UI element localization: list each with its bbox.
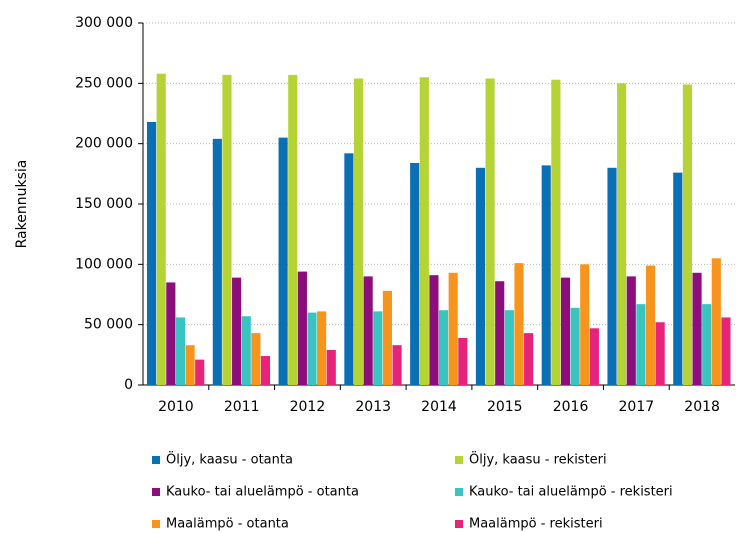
x-tick-label: 2012	[290, 399, 326, 415]
bar	[363, 276, 373, 385]
y-axis-label: Rakennuksia	[14, 160, 30, 249]
bar	[222, 74, 232, 386]
bar	[260, 356, 271, 385]
bar	[241, 316, 251, 385]
bar	[607, 167, 617, 385]
x-tick-label: 2014	[421, 399, 457, 415]
bar	[251, 333, 261, 385]
legend-swatch	[455, 520, 463, 528]
bar	[166, 282, 176, 385]
x-tick-label: 2016	[553, 399, 589, 415]
bar	[617, 83, 627, 385]
legend-swatch	[152, 488, 160, 496]
bar	[156, 73, 166, 386]
legend-label: Kauko- tai aluelämpö - rekisteri	[469, 485, 673, 500]
legend-swatch	[152, 520, 160, 528]
x-tick-label: 2011	[224, 399, 260, 415]
bar	[392, 345, 402, 385]
bar	[504, 310, 514, 385]
legend-label: Öljy, kaasu - rekisteri	[469, 451, 607, 468]
y-tick-label: 0	[124, 377, 133, 393]
bar	[195, 359, 205, 385]
legend-swatch	[455, 488, 463, 496]
bar	[682, 84, 692, 385]
bar	[344, 153, 354, 385]
bar	[458, 337, 468, 385]
bar	[429, 275, 439, 385]
bar	[475, 167, 486, 385]
y-tick-label: 100 000	[75, 256, 133, 272]
y-tick-label: 50 000	[84, 317, 133, 333]
x-tick-label: 2010	[158, 399, 194, 415]
x-tick-label: 2018	[684, 399, 720, 415]
bar	[673, 172, 683, 385]
bar	[326, 350, 336, 385]
bar	[645, 265, 656, 385]
legend-label: Kauko- tai aluelämpö - otanta	[166, 485, 359, 500]
y-tick-label: 250 000	[75, 75, 133, 91]
legend-label: Maalämpö - otanta	[166, 517, 289, 532]
legend-label: Maalämpö - rekisteri	[469, 517, 603, 532]
legend-swatch	[455, 456, 463, 464]
bar	[317, 311, 327, 385]
bar	[419, 77, 429, 386]
legend-swatch	[152, 456, 160, 464]
bar	[353, 78, 364, 386]
bar	[711, 258, 721, 385]
y-tick-label: 200 000	[75, 136, 133, 152]
y-tick-label: 150 000	[75, 196, 133, 212]
bar	[514, 263, 524, 385]
bar	[541, 165, 551, 385]
bar	[495, 281, 505, 385]
bar	[580, 264, 590, 385]
bar	[551, 79, 561, 386]
bar	[721, 317, 731, 385]
bar	[439, 310, 449, 385]
bar	[410, 162, 420, 385]
bar	[307, 312, 317, 385]
bar	[570, 307, 580, 385]
bar	[448, 272, 458, 385]
y-tick-label: 300 000	[75, 15, 133, 31]
bar	[589, 328, 599, 385]
bar	[147, 121, 157, 386]
bar	[636, 304, 646, 385]
bar	[278, 137, 288, 385]
bar	[232, 277, 242, 385]
x-tick-label: 2015	[487, 399, 523, 415]
bar	[288, 74, 298, 386]
bar	[626, 276, 636, 385]
bar	[692, 272, 702, 385]
bar	[560, 277, 571, 385]
bar	[382, 290, 392, 385]
bar	[702, 304, 712, 385]
x-tick-label: 2013	[355, 399, 391, 415]
bar	[524, 333, 534, 385]
legend-label: Öljy, kaasu - otanta	[166, 451, 293, 468]
bar	[485, 78, 495, 386]
bar	[373, 311, 383, 385]
bar	[175, 317, 186, 385]
bar	[212, 138, 222, 385]
bar	[297, 271, 307, 385]
bar	[655, 322, 665, 385]
bar	[185, 345, 195, 385]
x-tick-label: 2017	[619, 399, 655, 415]
